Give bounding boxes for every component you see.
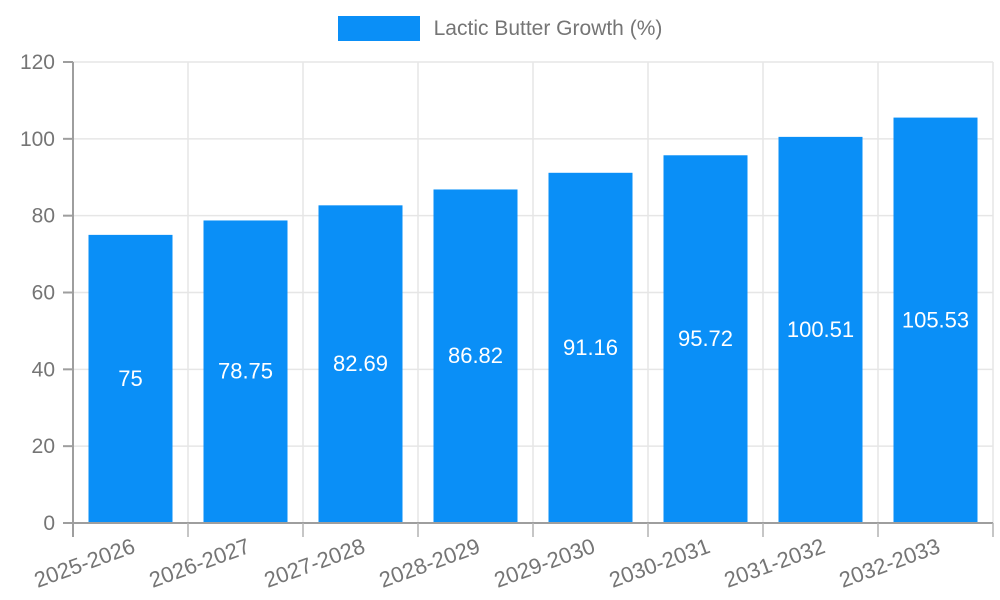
bar-value-label: 95.72 (678, 326, 733, 351)
y-axis-tick-label: 60 (32, 282, 55, 305)
legend-swatch (337, 16, 420, 41)
bar-value-label: 78.75 (218, 359, 273, 384)
legend: Lactic Butter Growth (%) (0, 16, 1000, 41)
x-axis-tick-label: 2031-2032 (721, 533, 828, 592)
bar-value-label: 91.16 (563, 335, 618, 360)
x-axis-tick-label: 2032-2033 (836, 533, 943, 592)
bar-value-label: 82.69 (333, 351, 388, 376)
x-axis-tick-label: 2027-2028 (261, 533, 368, 592)
x-axis-tick-label: 2029-2030 (491, 533, 598, 592)
bar-value-label: 86.82 (448, 343, 503, 368)
bar[interactable] (318, 205, 403, 523)
bar[interactable] (548, 172, 633, 523)
y-axis-tick-label: 0 (43, 512, 55, 535)
bar-value-label: 105.53 (902, 307, 969, 332)
bar[interactable] (663, 155, 748, 523)
x-axis-tick-label: 2030-2031 (606, 533, 713, 592)
legend-label: Lactic Butter Growth (%) (433, 17, 663, 40)
x-axis-tick-label: 2025-2026 (31, 533, 138, 592)
x-axis-tick-label: 2028-2029 (376, 533, 483, 592)
bar-value-label: 100.51 (787, 317, 854, 342)
y-axis-tick-label: 100 (20, 128, 55, 151)
bar-value-label: 75 (118, 366, 142, 391)
y-axis-tick-label: 120 (20, 51, 55, 74)
bar[interactable] (433, 189, 518, 524)
bar[interactable] (88, 234, 173, 523)
y-axis-tick-label: 40 (32, 358, 55, 381)
y-axis-tick-label: 20 (32, 435, 55, 458)
legend-item-lactic-butter-growth[interactable]: Lactic Butter Growth (%) (337, 16, 663, 41)
bar[interactable] (778, 136, 863, 523)
bar[interactable] (893, 117, 978, 523)
y-axis-tick-label: 80 (32, 205, 55, 228)
x-axis-tick-label: 2026-2027 (146, 533, 253, 592)
bar[interactable] (203, 220, 288, 523)
